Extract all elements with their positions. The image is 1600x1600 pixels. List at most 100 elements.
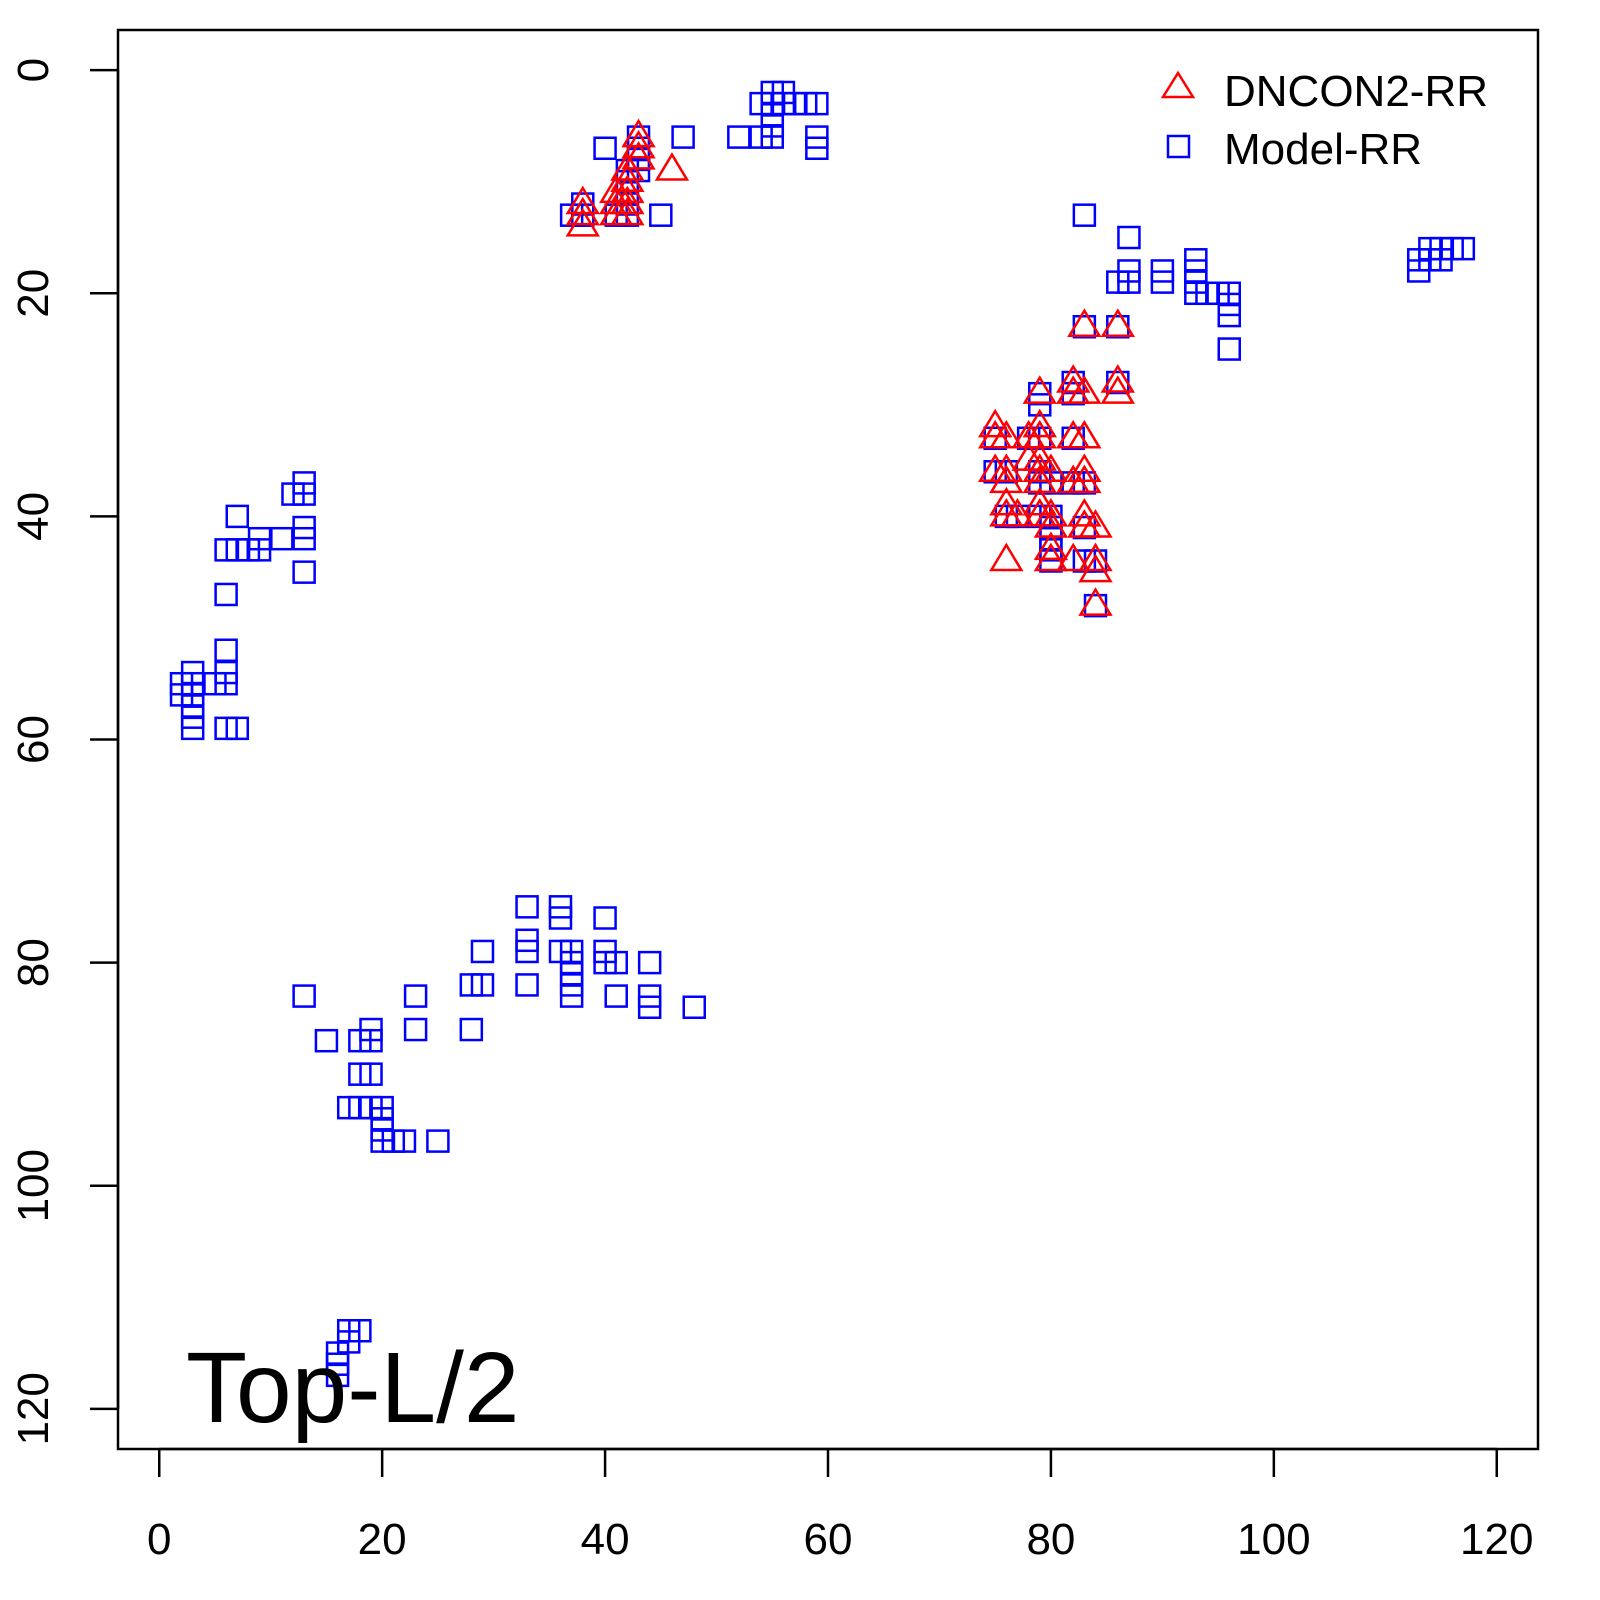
model-rr-point xyxy=(637,995,662,1019)
dncon2-rr-point xyxy=(1078,509,1113,538)
model-rr-point xyxy=(203,671,227,696)
model-rr-point xyxy=(1117,270,1141,294)
y-tick-label: 100 xyxy=(9,1149,58,1222)
dncon2-rr-point xyxy=(610,174,645,204)
y-tick-label: 20 xyxy=(9,269,58,318)
model-rr-point xyxy=(403,984,428,1008)
plot-frame xyxy=(116,28,1540,1451)
model-rr-point xyxy=(292,560,316,584)
legend-triangle-icon xyxy=(1160,70,1196,99)
dncon2-rr-point xyxy=(1022,375,1057,404)
model-rr-point xyxy=(626,158,651,183)
x-tick-label: 40 xyxy=(581,1515,630,1564)
model-rr-point xyxy=(604,950,628,975)
dncon2-rr-point xyxy=(1067,375,1102,404)
dncon2-rr-point xyxy=(1056,542,1091,572)
x-tick-label: 80 xyxy=(1026,1515,1075,1564)
model-rr-point xyxy=(470,939,495,964)
model-rr-point xyxy=(593,136,617,160)
dncon2-rr-point xyxy=(654,152,690,181)
model-rr-point xyxy=(392,1129,417,1153)
dncon2-rr-point xyxy=(565,207,600,237)
legend-label-model: Model-RR xyxy=(1224,125,1422,174)
chart-annotation: Top-L/2 xyxy=(186,1332,520,1444)
x-tick-label: 60 xyxy=(804,1515,853,1564)
model-rr-point xyxy=(1150,270,1175,294)
model-rr-point xyxy=(559,984,584,1008)
model-rr-point xyxy=(1451,236,1476,261)
dncon2-rr-point xyxy=(1022,408,1057,438)
dncon2-rr-point xyxy=(1100,308,1136,337)
legend-label-dncon2: DNCON2-RR xyxy=(1224,67,1488,116)
dncon2-rr-point xyxy=(989,486,1024,516)
dncon2-rr-point xyxy=(1033,509,1069,538)
dncon2-rr-point xyxy=(1078,587,1113,616)
model-rr-point xyxy=(292,526,316,551)
model-rr-point xyxy=(671,125,695,149)
dncon2-rr-point xyxy=(1011,419,1046,449)
dncon2-rr-point xyxy=(1022,486,1057,516)
x-axis: 0 20 40 60 80 100 120 xyxy=(147,1447,1533,1564)
dncon2-rr-point xyxy=(1067,419,1102,449)
dncon2-rr-point xyxy=(1067,308,1102,337)
model-rr-point xyxy=(805,91,829,116)
model-rr-point xyxy=(604,984,628,1008)
model-rr-point xyxy=(359,1062,383,1086)
dncon2-rr-point xyxy=(1056,364,1091,393)
y-tick-label: 60 xyxy=(9,715,58,764)
model-rr-point xyxy=(1217,303,1242,328)
dncon2-rr-point xyxy=(610,185,645,215)
dncon2-rr-point xyxy=(1033,542,1069,572)
x-tick-label: 100 xyxy=(1237,1515,1310,1564)
dncon2-rr-point xyxy=(1100,364,1136,393)
dncon2-rr-point xyxy=(565,185,600,215)
model-rr-point xyxy=(225,504,250,529)
dncon2-rr-point xyxy=(977,408,1013,438)
dncon2-rr-point xyxy=(1022,464,1057,494)
model-rr-point xyxy=(1217,337,1242,361)
model-rr-point xyxy=(270,526,294,551)
model-rr-point xyxy=(214,582,238,607)
data-points xyxy=(169,80,1476,1388)
model-rr-point xyxy=(426,1129,450,1153)
y-axis: 0 20 40 60 80 100 120 xyxy=(9,58,120,1446)
dncon2-rr-point xyxy=(1100,375,1136,404)
dncon2-rr-point xyxy=(1067,464,1102,494)
x-tick-label: 120 xyxy=(1460,1515,1533,1564)
dncon2-rr-point xyxy=(621,118,656,148)
y-tick-label: 80 xyxy=(9,938,58,987)
model-rr-point xyxy=(805,136,829,160)
model-rr-point xyxy=(515,939,539,964)
dncon2-rr-point xyxy=(565,196,600,226)
dncon2-rr-point xyxy=(610,196,645,226)
model-rr-point xyxy=(649,203,673,227)
dncon2-rr-point xyxy=(621,140,656,170)
dncon2-rr-point xyxy=(989,542,1024,572)
model-rr-point xyxy=(1117,225,1141,250)
model-rr-point xyxy=(314,1028,339,1053)
model-rr-point xyxy=(325,1363,350,1388)
model-rr-point xyxy=(403,1017,428,1042)
model-rr-point xyxy=(459,1017,484,1042)
model-rr-point xyxy=(180,716,205,741)
model-rr-point xyxy=(1072,203,1097,227)
dncon2-rr-point xyxy=(1033,453,1069,483)
model-rr-point xyxy=(637,950,662,975)
dncon2-rr-point xyxy=(989,464,1024,494)
model-rr-point xyxy=(548,906,573,930)
dncon2-rr-point xyxy=(989,453,1024,483)
y-tick-label: 40 xyxy=(9,492,58,541)
dncon2-rr-point xyxy=(1078,542,1113,572)
model-rr-point xyxy=(1028,393,1052,417)
dncon2-rr-point xyxy=(1011,442,1046,471)
model-rr-point xyxy=(470,973,495,997)
dncon2-rr-point xyxy=(621,129,656,159)
dncon2-rr-point xyxy=(1067,497,1102,527)
model-rr-point xyxy=(359,1028,383,1053)
model-rr-point xyxy=(1083,593,1108,618)
model-rr-point xyxy=(593,906,617,930)
model-rr-point xyxy=(214,638,238,663)
x-tick-label: 20 xyxy=(358,1515,407,1564)
dncon2-rr-point xyxy=(610,163,645,192)
